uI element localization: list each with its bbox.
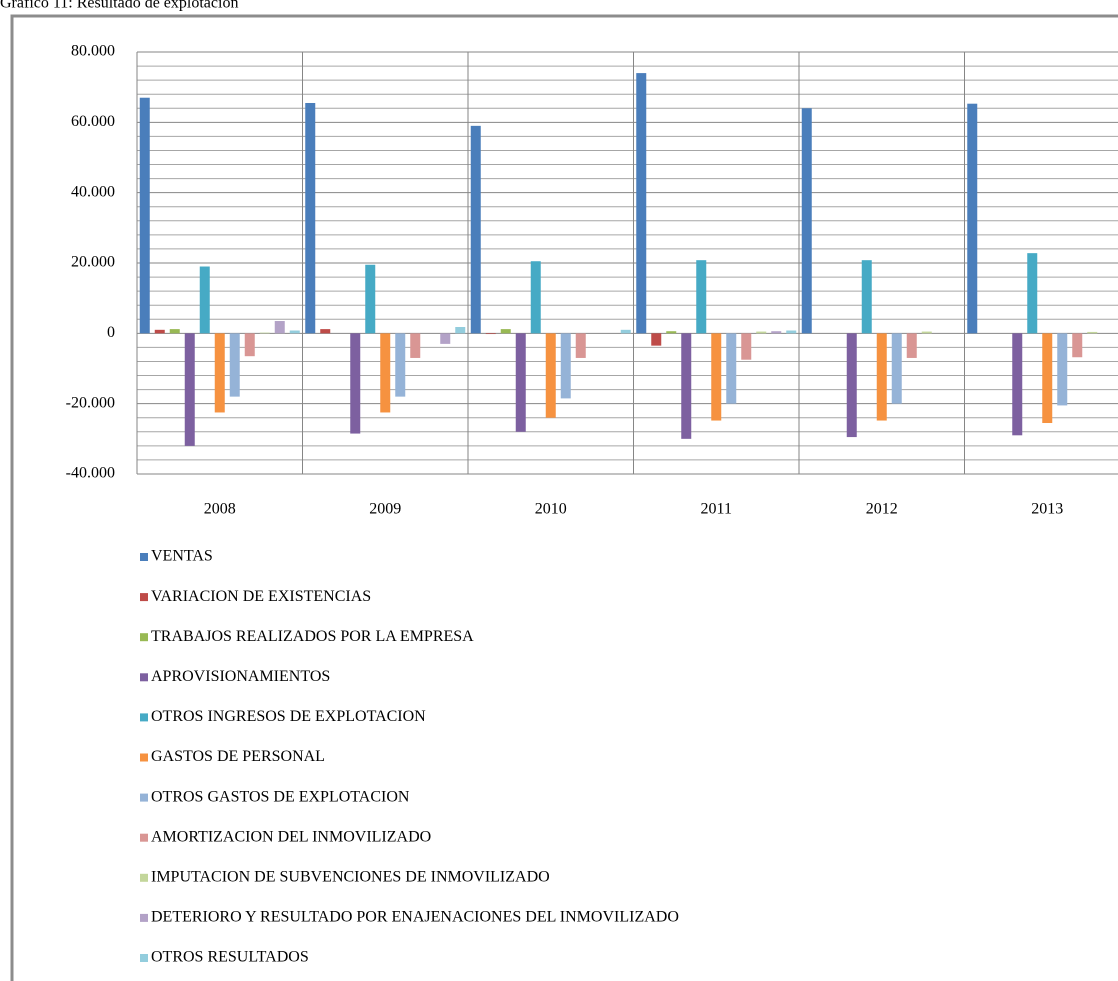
legend-label: TRABAJOS REALIZADOS POR LA EMPRESA bbox=[151, 628, 474, 645]
x-tick-label: 2009 bbox=[369, 501, 401, 518]
bar bbox=[365, 264, 376, 334]
bar bbox=[620, 329, 631, 334]
legend-label: VENTAS bbox=[151, 548, 213, 565]
x-tick-label: 2012 bbox=[866, 501, 898, 518]
legend-label: GASTOS DE PERSONAL bbox=[151, 748, 325, 765]
bar bbox=[1027, 253, 1038, 334]
y-tick-label: -40.000 bbox=[66, 465, 115, 482]
legend-label: VARIACION DE EXISTENCIAS bbox=[151, 588, 371, 605]
bar bbox=[696, 260, 707, 334]
bar bbox=[560, 333, 571, 399]
bar bbox=[455, 327, 466, 334]
legend-swatch bbox=[140, 593, 148, 602]
legend-swatch bbox=[140, 833, 148, 842]
bar bbox=[906, 333, 917, 358]
legend-swatch bbox=[140, 633, 148, 642]
legend-swatch bbox=[140, 913, 148, 922]
y-tick-label: -20.000 bbox=[66, 394, 115, 411]
bar bbox=[726, 333, 737, 404]
y-tick-label: 60.000 bbox=[71, 113, 115, 130]
bar bbox=[139, 97, 150, 334]
bar bbox=[289, 330, 300, 334]
bar bbox=[711, 333, 722, 421]
legend-label: AMORTIZACION DEL INMOVILIZADO bbox=[151, 828, 431, 845]
bar bbox=[350, 333, 361, 434]
legend-label: IMPUTACION DE SUBVENCIONES DE INMOVILIZA… bbox=[151, 868, 550, 885]
bar bbox=[1042, 333, 1053, 424]
bar bbox=[741, 333, 752, 360]
y-tick-label: 20.000 bbox=[71, 254, 115, 271]
bar bbox=[184, 333, 195, 446]
chart-title: Gráfico 11: Resultado de explotación bbox=[0, 0, 238, 12]
bar bbox=[470, 125, 481, 334]
legend-swatch bbox=[140, 753, 148, 762]
legend-swatch bbox=[140, 954, 148, 962]
bar bbox=[545, 333, 556, 418]
legend-swatch bbox=[140, 793, 148, 802]
bar bbox=[891, 333, 902, 404]
legend-swatch bbox=[140, 713, 148, 722]
bar bbox=[1072, 333, 1083, 358]
bar bbox=[756, 331, 767, 334]
x-tick-label: 2010 bbox=[535, 501, 567, 518]
x-tick-label: 2011 bbox=[701, 501, 732, 518]
legend-label: OTROS RESULTADOS bbox=[151, 949, 309, 966]
legend-label: APROVISIONAMIENTOS bbox=[151, 668, 330, 685]
bar bbox=[169, 329, 180, 334]
bar bbox=[771, 331, 782, 334]
bar bbox=[530, 261, 541, 334]
bar bbox=[846, 333, 857, 438]
bar bbox=[515, 333, 526, 432]
bar bbox=[575, 333, 586, 358]
y-tick-label: 80.000 bbox=[71, 43, 115, 60]
legend-swatch bbox=[140, 673, 148, 682]
bar bbox=[1057, 333, 1068, 406]
bar bbox=[440, 333, 451, 344]
legend-swatch bbox=[140, 873, 148, 882]
bar bbox=[636, 73, 647, 334]
x-tick-label: 2008 bbox=[204, 501, 236, 518]
bar bbox=[1012, 333, 1023, 436]
bar bbox=[154, 329, 165, 334]
legend-label: OTROS GASTOS DE EXPLOTACION bbox=[151, 788, 410, 805]
bar bbox=[921, 331, 932, 334]
bar bbox=[485, 333, 496, 335]
bar bbox=[274, 321, 285, 334]
bar bbox=[1087, 331, 1098, 334]
x-tick-label: 2013 bbox=[1031, 501, 1063, 518]
bar bbox=[666, 331, 677, 334]
bar bbox=[410, 333, 421, 358]
bar bbox=[320, 329, 331, 334]
legend-swatch bbox=[140, 553, 148, 561]
bar bbox=[229, 333, 240, 397]
bar bbox=[244, 333, 255, 357]
bar bbox=[786, 330, 797, 334]
bar bbox=[199, 266, 210, 334]
legend-label: DETERIORO Y RESULTADO POR ENAJENACIONES … bbox=[151, 909, 679, 926]
bar bbox=[259, 332, 270, 334]
bar bbox=[967, 103, 978, 334]
legend-label: OTROS INGRESOS DE EXPLOTACION bbox=[151, 708, 426, 725]
bar bbox=[681, 333, 692, 439]
bar bbox=[861, 260, 872, 334]
bar bbox=[651, 333, 662, 346]
bar bbox=[395, 333, 406, 397]
y-tick-label: 40.000 bbox=[71, 183, 115, 200]
y-tick-label: 0 bbox=[107, 324, 115, 341]
bar bbox=[500, 329, 511, 334]
bar bbox=[876, 333, 887, 421]
chart-frame bbox=[10, 14, 1118, 981]
bar bbox=[380, 333, 391, 413]
bar bbox=[214, 333, 225, 413]
bar bbox=[305, 102, 316, 334]
bar bbox=[801, 108, 812, 334]
